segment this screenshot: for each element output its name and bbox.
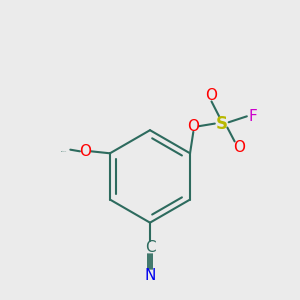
Text: O: O bbox=[187, 119, 199, 134]
Text: N: N bbox=[144, 268, 156, 283]
Text: methoxy: methoxy bbox=[61, 151, 67, 152]
Text: O: O bbox=[234, 140, 246, 155]
Text: O: O bbox=[79, 144, 91, 159]
Text: O: O bbox=[206, 88, 218, 103]
Text: F: F bbox=[248, 109, 257, 124]
Text: S: S bbox=[215, 115, 227, 133]
Text: C: C bbox=[145, 240, 155, 255]
